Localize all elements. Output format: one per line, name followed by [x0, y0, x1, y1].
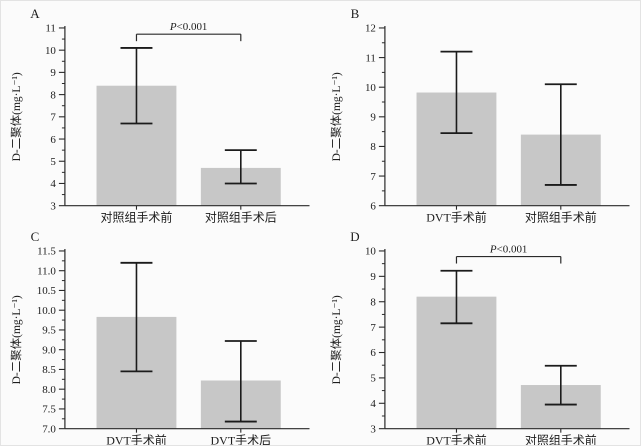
y-tick-label: 10	[364, 246, 375, 258]
x-category-label: 对照组手术前	[524, 433, 596, 446]
y-tick-label: 7.0	[42, 423, 56, 435]
y-tick-label: 10.0	[37, 305, 57, 317]
y-tick-label: 10	[364, 82, 375, 94]
y-tick-label: 12	[364, 23, 375, 35]
x-category-label: DVT手术前	[426, 210, 487, 224]
y-tick-label: 11	[365, 52, 376, 64]
y-tick-label: 3	[50, 200, 56, 212]
y-tick-label: 8	[370, 296, 376, 308]
y-tick-label: 8	[370, 141, 376, 153]
y-tick-label: 7	[370, 322, 376, 334]
y-tick-label: 7	[370, 171, 376, 183]
x-category-label: DVT手术前	[106, 433, 167, 446]
chart-c-svg: C D-二聚体(mg·L⁻¹) 7.0 7.5 8.0 8.5 9.0 9.5 10.0 10.5…	[9, 229, 310, 446]
y-tick-label: 11.5	[37, 246, 56, 258]
x-category-label: DVT手术后	[211, 434, 272, 446]
y-tick-label: 5	[370, 373, 376, 385]
panel-letter: C	[31, 229, 40, 244]
y-tick-label: 10.5	[37, 285, 57, 297]
y-tick-label: 9	[370, 271, 376, 283]
y-axis-label: D-二聚体(mg·L⁻¹)	[328, 72, 342, 161]
x-category-label: 对照组手术后	[205, 211, 277, 224]
y-tick-label: 4	[370, 398, 376, 410]
x-category-label: DVT手术前	[426, 433, 487, 446]
y-tick-label: 8.0	[42, 384, 56, 396]
y-tick-label: 9	[50, 67, 56, 79]
panel-b: B D-二聚体(mg·L⁻¹) 6 7 8 9 10 11 12 DVT手术前 对照组手术前	[321, 1, 641, 224]
y-tick-label: 9.0	[42, 344, 56, 356]
panel-d: D D-二聚体(mg·L⁻¹) 3 4 5 6 7 8 9 10 DVT手术前 对照组手术前 P<0.0…	[321, 224, 641, 446]
chart-a-svg: A D-二聚体(mg·L⁻¹) 3 4 5 6 7 8 9 10 11 对照组手术前 对照组手术后 P<0…	[9, 6, 310, 224]
y-tick-label: 9	[370, 112, 376, 124]
y-tick-label: 7.5	[42, 404, 56, 416]
y-tick-label: 5	[50, 156, 56, 168]
y-tick-label: 6	[50, 134, 56, 146]
y-tick-label: 8.5	[42, 364, 56, 376]
y-tick-label: 3	[370, 423, 376, 435]
y-axis-label: D-二聚体(mg·L⁻¹)	[9, 72, 23, 161]
chart-d-svg: D D-二聚体(mg·L⁻¹) 3 4 5 6 7 8 9 10 DVT手术前 对照组手术前 P<0.0…	[328, 229, 630, 446]
x-category-label: 对照组手术前	[524, 210, 596, 224]
y-tick-label: 7	[50, 112, 56, 124]
y-tick-label: 9.5	[42, 325, 56, 337]
y-axis-label: D-二聚体(mg·L⁻¹)	[328, 295, 342, 384]
x-category-label: 对照组手术前	[101, 210, 173, 224]
y-tick-label: 6	[370, 347, 376, 359]
y-tick-label: 4	[50, 178, 56, 190]
p-value-label: P<0.001	[488, 244, 527, 256]
y-tick-label: 10	[45, 45, 56, 57]
y-axis-label: D-二聚体(mg·L⁻¹)	[9, 295, 23, 384]
chart-b-svg: B D-二聚体(mg·L⁻¹) 6 7 8 9 10 11 12 DVT手术前 对照组手术前	[328, 6, 630, 224]
y-tick-label: 8	[50, 89, 56, 101]
panel-letter: A	[30, 6, 40, 21]
panel-letter: B	[350, 6, 359, 21]
panel-c: C D-二聚体(mg·L⁻¹) 7.0 7.5 8.0 8.5 9.0 9.5 10.0 10.5…	[1, 224, 321, 446]
panel-a: A D-二聚体(mg·L⁻¹) 3 4 5 6 7 8 9 10 11 对照组手术前 对照组手术后 P<0…	[1, 1, 321, 224]
panel-letter: D	[350, 229, 359, 244]
y-tick-label: 11.0	[37, 265, 56, 277]
y-tick-label: 6	[370, 200, 376, 212]
p-value-label: P<0.001	[169, 21, 208, 33]
y-tick-label: 11	[45, 23, 56, 35]
